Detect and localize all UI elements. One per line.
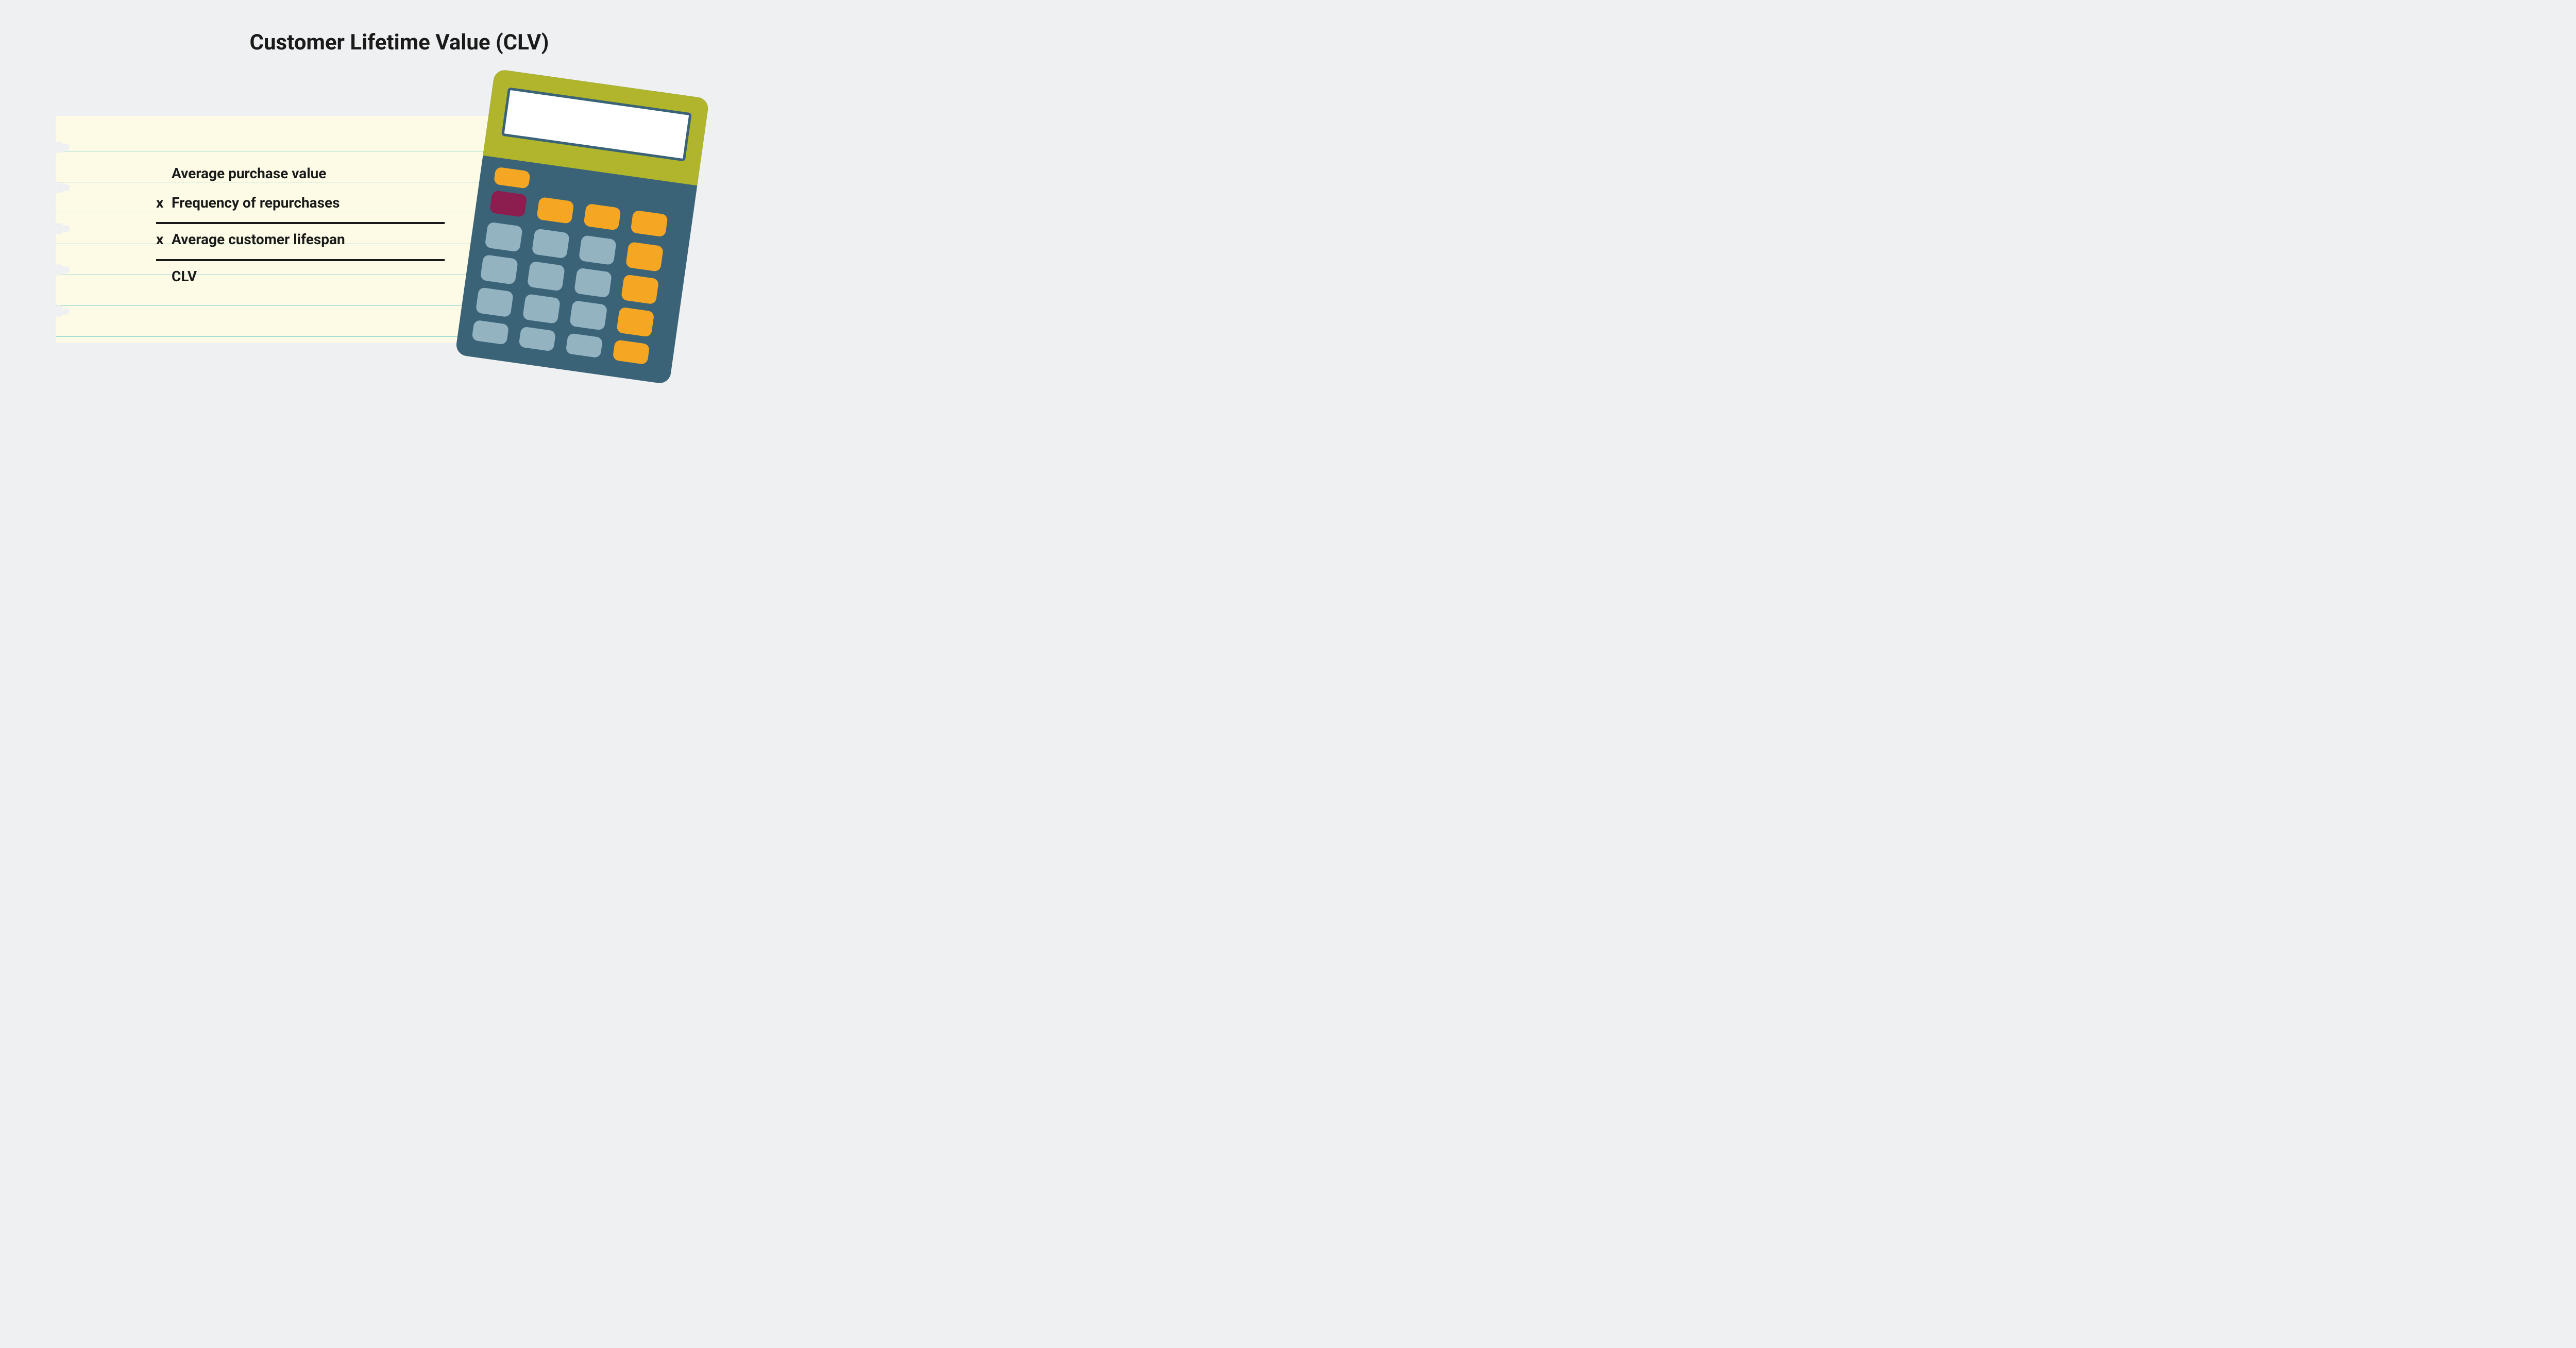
formula-op-multiply-1: x [156,193,172,213]
formula-spacer [156,163,172,183]
formula-line-1: Average purchase value [156,163,445,183]
paper-hole [62,184,70,191]
paper-hole [62,225,70,232]
formula-result: CLV [156,266,445,286]
calculator-button [621,274,659,304]
formula-text-2: Frequency of repurchases [172,193,340,213]
calculator-button [522,294,561,324]
calculator-button [625,242,664,272]
formula-text-3: Average customer lifespan [172,229,345,249]
page-title: Customer Lifetime Value (CLV) [0,30,799,55]
formula-op-multiply-2: x [156,229,172,249]
clv-formula: Average purchase value x Frequency of re… [156,163,445,296]
calculator-button [527,261,565,292]
calculator-button [569,300,607,331]
formula-line-3: x Average customer lifespan [156,229,445,249]
formula-divider-2 [156,259,445,261]
calculator-button [536,197,574,224]
calculator-button [480,254,518,285]
calculator-button [485,222,523,252]
calculator-button [489,190,527,217]
formula-result-text: CLV [172,266,197,286]
calculator-icon [455,69,709,384]
paper-hole [62,266,70,274]
calculator-button [630,210,668,237]
calculator-button [583,203,621,231]
calculator-button [579,235,617,265]
formula-divider-1 [156,222,445,224]
paper-hole [62,308,70,315]
calculator-button [532,228,570,259]
formula-spacer-2 [156,266,172,286]
formula-line-2: x Frequency of repurchases [156,193,445,213]
calculator-button [476,287,514,317]
paper-hole [62,144,70,151]
calculator-buttons [471,167,682,366]
paper-holes [53,116,74,343]
calculator-button [616,307,654,337]
formula-text-1: Average purchase value [172,163,326,183]
calculator-button [574,267,612,298]
